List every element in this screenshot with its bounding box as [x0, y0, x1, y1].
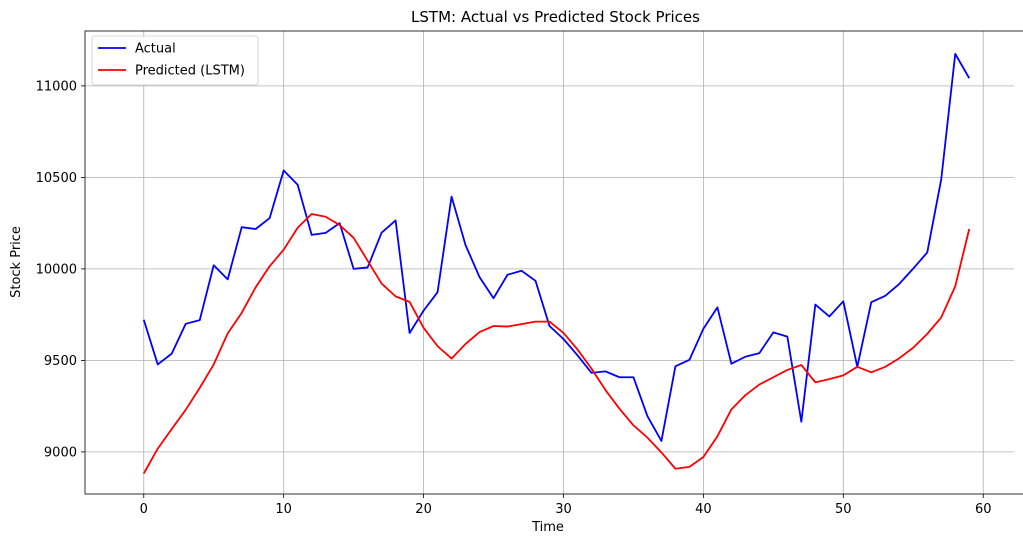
- series-lines: [142, 52, 971, 474]
- x-tick-label: 10: [275, 502, 292, 517]
- y-tick-label: 11000: [36, 79, 77, 94]
- grid: [85, 31, 1014, 494]
- y-axis-title: Stock Price: [9, 226, 24, 298]
- legend-label-predicted: Predicted (LSTM): [135, 64, 245, 79]
- y-tick-label: 10500: [36, 171, 77, 186]
- x-tick-label: 60: [975, 502, 992, 517]
- x-axis-title: Time: [531, 520, 564, 535]
- x-tick-label: 50: [835, 502, 852, 517]
- y-tick-label: 9000: [44, 445, 77, 460]
- x-tick-label: 40: [695, 502, 712, 517]
- series-line-actual: [142, 52, 971, 442]
- legend-box: [91, 35, 259, 86]
- legend: Actual Predicted (LSTM): [91, 35, 259, 86]
- series-line-predicted: [142, 213, 971, 474]
- x-tick-label: 20: [415, 502, 432, 517]
- y-tick-label: 10000: [36, 262, 77, 277]
- axis-ticks: 0 10 20 30 40 50 60 9000 9500 10000 10500 11000: [36, 79, 992, 517]
- legend-label-actual: Actual: [135, 42, 176, 57]
- y-tick-label: 9500: [44, 354, 77, 369]
- x-tick-label: 0: [140, 502, 148, 517]
- x-tick-label: 30: [555, 502, 572, 517]
- plot-frame: [84, 30, 1023, 495]
- chart-title: LSTM: Actual vs Predicted Stock Prices: [411, 8, 700, 26]
